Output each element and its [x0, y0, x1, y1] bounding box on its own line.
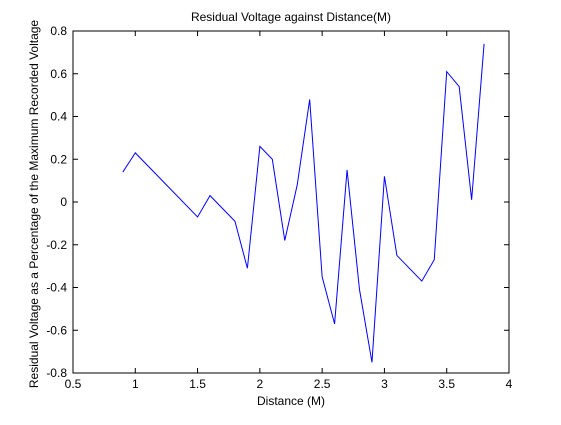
- y-tick-label: -0.4: [46, 281, 67, 295]
- chart-title: Residual Voltage against Distance(M): [191, 10, 391, 24]
- x-tick-label: 3.5: [438, 377, 455, 391]
- x-tick-label: 0.5: [65, 377, 82, 391]
- x-tick-label: 1: [132, 377, 139, 391]
- y-tick-label: 0.2: [50, 152, 67, 166]
- y-tick-label: -0.6: [46, 323, 67, 337]
- y-tick-label: -0.2: [46, 238, 67, 252]
- y-tick-label: 0.6: [50, 67, 67, 81]
- x-tick-label: 2: [257, 377, 264, 391]
- x-axis-label: Distance (M): [257, 394, 325, 408]
- y-tick-label: -0.8: [46, 366, 67, 380]
- x-tick-label: 3: [381, 377, 388, 391]
- y-tick-label: 0: [60, 195, 67, 209]
- y-tick-label: 0.8: [50, 24, 67, 38]
- plot-area: [73, 31, 509, 373]
- y-tick-label: 0.4: [50, 110, 67, 124]
- x-tick-label: 4: [506, 377, 513, 391]
- y-axis-label: Residual Voltage as a Percentage of the …: [27, 20, 41, 389]
- x-tick-label: 2.5: [314, 377, 331, 391]
- x-tick-label: 1.5: [189, 377, 206, 391]
